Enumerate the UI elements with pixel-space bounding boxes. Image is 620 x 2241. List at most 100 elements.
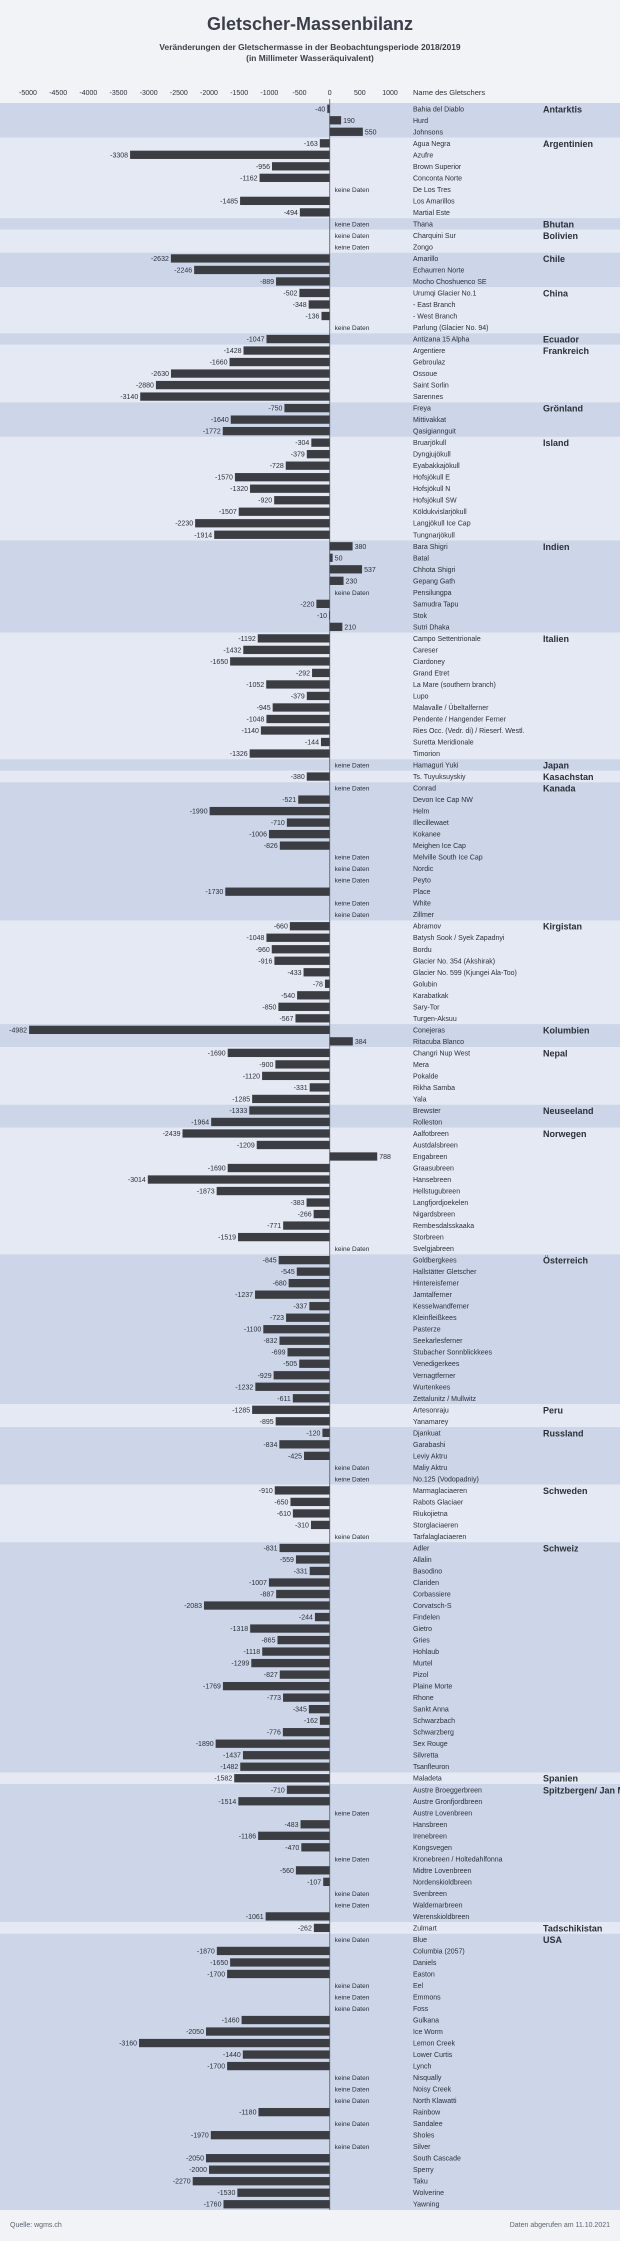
value-label: -850 xyxy=(262,1004,276,1011)
glacier-name: South Cascade xyxy=(413,2156,461,2163)
value-label: -1660 xyxy=(210,360,228,367)
glacier-name: Jamtalferner xyxy=(413,1292,453,1299)
value-label: -611 xyxy=(277,1396,291,1403)
glacier-name: Schwarzbach xyxy=(413,1718,455,1725)
value-label: -831 xyxy=(264,1545,278,1552)
value-label: 537 xyxy=(364,567,376,574)
bar xyxy=(329,116,342,125)
glacier-name: Kronebreen / Holtedahlfonna xyxy=(413,1856,503,1863)
x-tick-label: -2500 xyxy=(170,90,188,97)
glacier-name: Mittivakkat xyxy=(413,417,446,424)
x-tick-label: 500 xyxy=(354,90,366,97)
value-label: -10 xyxy=(317,613,327,620)
x-tick-label: -500 xyxy=(292,90,306,97)
bar xyxy=(259,173,330,182)
bar xyxy=(258,2107,330,2117)
value-label: -1006 xyxy=(249,832,267,839)
bar xyxy=(329,576,344,585)
x-tick-label: -4500 xyxy=(49,90,67,97)
no-data-label: keine Daten xyxy=(335,221,370,228)
bar xyxy=(240,1762,330,1771)
glacier-name: Tarfalaglaciaeren xyxy=(413,1534,466,1541)
glacier-name: Sex Rouge xyxy=(413,1741,448,1748)
bar xyxy=(192,2177,330,2186)
value-label: -2270 xyxy=(173,2179,191,2186)
glacier-name: Yanamarey xyxy=(413,1419,449,1426)
no-data-label: keine Daten xyxy=(335,325,370,332)
bar xyxy=(203,1601,330,1610)
glacier-name: Ries Occ. (Vedr. di) / Rieserf. Westl. xyxy=(413,728,525,735)
glacier-name: Batysh Sook / Syek Zapadnyi xyxy=(413,935,505,942)
glacier-name: Martial Este xyxy=(413,210,450,217)
value-label: -567 xyxy=(279,1016,293,1023)
value-label: -1873 xyxy=(197,1189,215,1196)
bar xyxy=(209,806,330,816)
country-label: Schweden xyxy=(543,1486,588,1496)
value-label: -773 xyxy=(267,1695,281,1702)
bar xyxy=(275,1060,330,1069)
glacier-name: Zongo xyxy=(413,244,433,251)
bar xyxy=(260,726,330,735)
x-tick-label: 1000 xyxy=(382,90,398,97)
glacier-name: Leviy Aktru xyxy=(413,1453,447,1460)
bar xyxy=(279,1336,330,1345)
value-label: -1700 xyxy=(207,2064,225,2071)
bar xyxy=(295,1014,330,1023)
bar xyxy=(266,714,330,724)
bar xyxy=(288,1279,330,1288)
glacier-name: Corvatsch-S xyxy=(413,1603,452,1610)
glacier-name: Hofsjökull E xyxy=(413,475,450,482)
value-label: -1870 xyxy=(197,1948,215,1955)
value-label: -960 xyxy=(256,947,270,954)
value-label: -1519 xyxy=(218,1235,236,1242)
glacier-name: Pokalde xyxy=(413,1073,438,1080)
glacier-name: Svenbreen xyxy=(413,1891,447,1898)
value-label: 190 xyxy=(343,118,355,125)
value-label: -680 xyxy=(273,1281,287,1288)
bar xyxy=(287,1348,330,1357)
value-label: -494 xyxy=(284,210,298,217)
bar xyxy=(277,1635,330,1645)
glacier-name: Gepang Gath xyxy=(413,578,455,585)
value-label: -2083 xyxy=(184,1603,202,1610)
glacier-name: Storbreen xyxy=(413,1235,444,1242)
bar xyxy=(252,1094,330,1104)
value-label: -1326 xyxy=(230,751,248,758)
glacier-name: Stubacher Sonnblickkees xyxy=(413,1350,492,1357)
glacier-name: Amarillo xyxy=(413,256,438,263)
value-label: -2000 xyxy=(189,2167,207,2174)
value-label: -889 xyxy=(260,279,274,286)
country-label: Bhutan xyxy=(543,219,574,229)
value-label: -162 xyxy=(304,1718,318,1725)
glacier-name: Peyto xyxy=(413,878,431,885)
group-band xyxy=(0,1104,620,1128)
glacier-name: Conrad xyxy=(413,786,436,793)
glacier-name: Malavalle / Übeltalferner xyxy=(413,704,489,712)
glacier-name: Meighen Ice Cap xyxy=(413,843,466,850)
value-label: -3308 xyxy=(110,152,128,159)
value-label: -2632 xyxy=(151,256,169,263)
glacier-name: Golubin xyxy=(413,981,437,988)
glacier-name: Hofsjökull SW xyxy=(413,498,457,505)
country-label: Argentinien xyxy=(543,139,593,149)
bar xyxy=(240,196,330,206)
bar xyxy=(230,657,330,666)
value-label: -1052 xyxy=(246,682,264,689)
glacier-name: Johnsons xyxy=(413,129,443,136)
bar xyxy=(255,1290,330,1299)
value-label: -1318 xyxy=(230,1626,248,1633)
glacier-name: Melville South Ice Cap xyxy=(413,855,483,862)
glacier-name: Rolleston xyxy=(413,1119,442,1126)
glacier-name: Wolverine xyxy=(413,2190,444,2197)
glacier-name: Bruarjökull xyxy=(413,440,447,447)
glacier-name: Taku xyxy=(413,2179,428,2186)
glacier-name: Findelen xyxy=(413,1615,440,1622)
bar xyxy=(284,403,330,413)
bar xyxy=(249,1106,330,1115)
glacier-name: Pendente / Hangender Ferner xyxy=(413,716,507,723)
bar xyxy=(274,1486,330,1495)
bar xyxy=(268,1578,330,1587)
glacier-name: Glacier No. 354 (Akshirak) xyxy=(413,958,495,965)
glacier-name: Agua Negra xyxy=(413,141,450,148)
bar xyxy=(299,288,330,298)
